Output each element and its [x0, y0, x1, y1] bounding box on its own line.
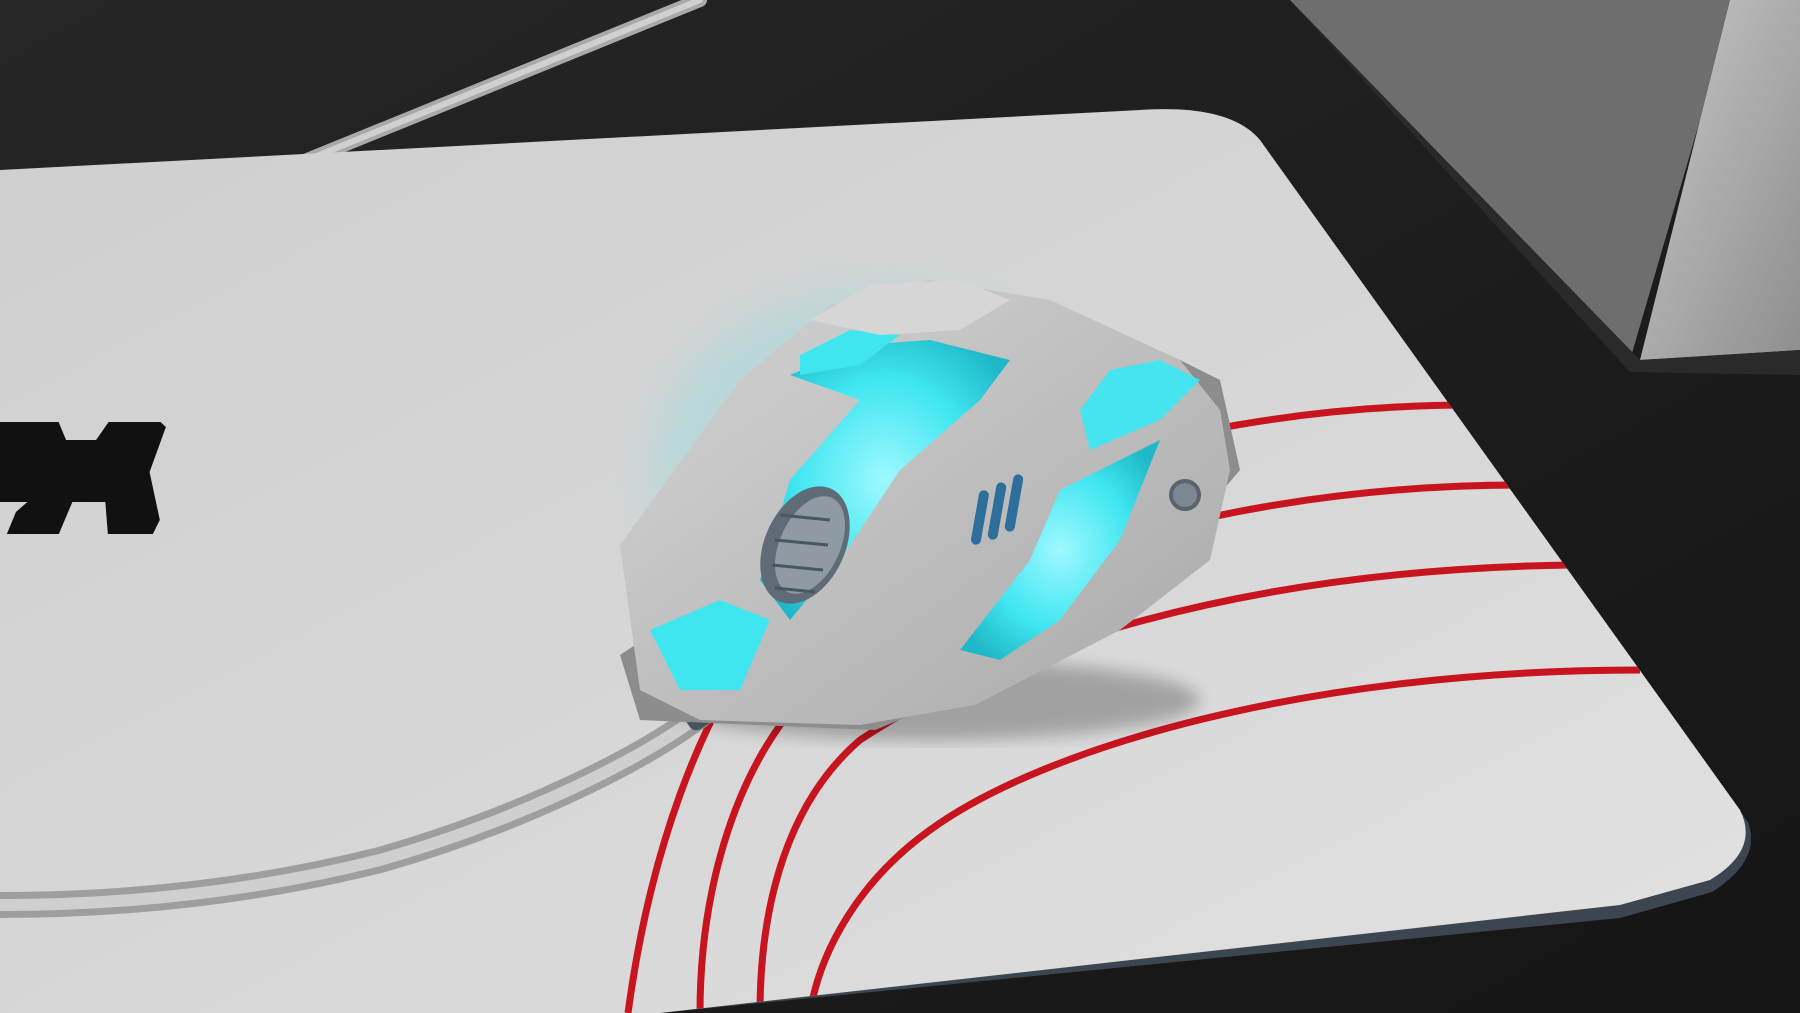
scroll-wheel: [760, 486, 850, 604]
mouse-icon: [620, 280, 1240, 740]
mouse-vents: [971, 474, 1024, 545]
monitor-stand-icon: [1290, 0, 1800, 375]
side-button: [1169, 479, 1201, 511]
logo-icon: H: [0, 422, 166, 534]
